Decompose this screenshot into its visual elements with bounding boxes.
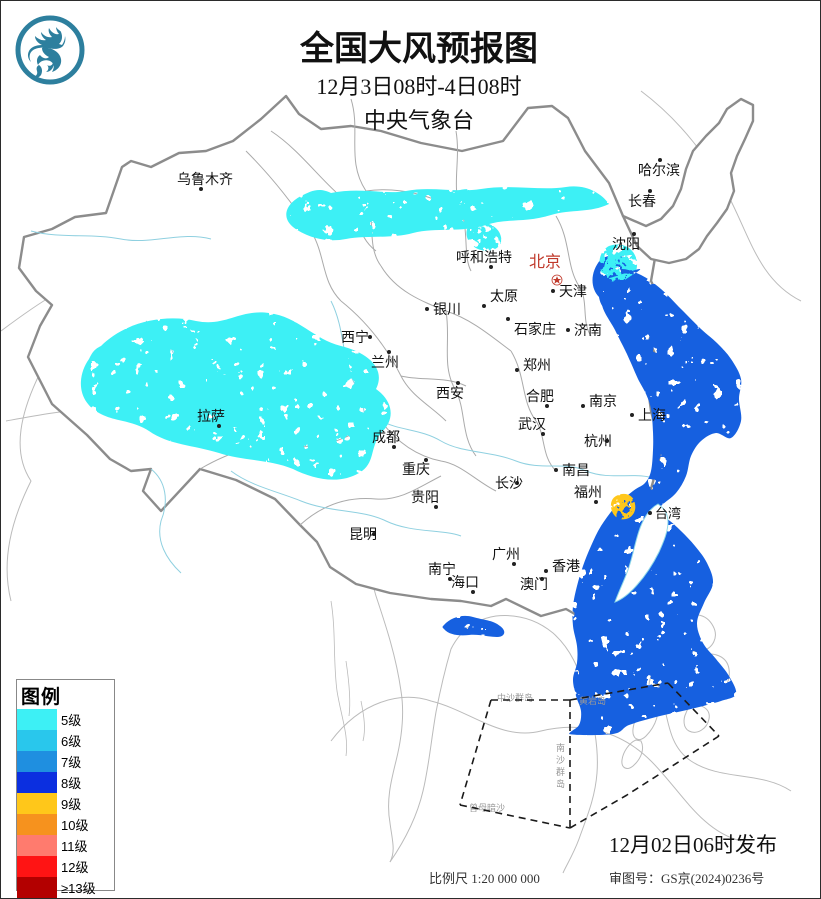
svg-text:沙: 沙 (556, 755, 565, 765)
svg-text:成都: 成都 (372, 429, 400, 445)
svg-text:兰州: 兰州 (371, 354, 399, 370)
svg-text:乌鲁木齐: 乌鲁木齐 (177, 171, 233, 187)
svg-text:南京: 南京 (589, 393, 617, 409)
svg-text:天津: 天津 (559, 283, 587, 299)
svg-text:岛: 岛 (556, 778, 565, 789)
svg-text:广州: 广州 (492, 546, 520, 562)
svg-text:杭州: 杭州 (584, 433, 612, 449)
svg-text:合肥: 合肥 (526, 388, 554, 404)
svg-text:福州: 福州 (574, 484, 602, 500)
svg-text:中沙群岛: 中沙群岛 (497, 692, 533, 703)
svg-text:西宁: 西宁 (341, 329, 369, 345)
svg-text:长春: 长春 (628, 193, 656, 209)
svg-text:南: 南 (556, 742, 565, 753)
svg-text:上海: 上海 (638, 407, 666, 423)
svg-text:太原: 太原 (490, 288, 518, 304)
svg-text:石家庄: 石家庄 (514, 321, 556, 337)
svg-text:北京: 北京 (529, 253, 561, 271)
svg-text:台湾: 台湾 (655, 506, 681, 521)
svg-text:海口: 海口 (451, 574, 479, 590)
svg-text:西安: 西安 (436, 385, 464, 401)
svg-text:贵阳: 贵阳 (411, 489, 439, 505)
svg-text:武汉: 武汉 (518, 416, 546, 432)
svg-text:群: 群 (556, 766, 565, 777)
svg-text:黄岩岛: 黄岩岛 (579, 695, 606, 706)
svg-text:昆明: 昆明 (349, 526, 377, 542)
svg-text:银川: 银川 (433, 301, 461, 317)
svg-text:哈尔滨: 哈尔滨 (638, 162, 680, 178)
svg-text:香港: 香港 (552, 558, 580, 574)
svg-text:呼和浩特: 呼和浩特 (456, 249, 512, 265)
svg-text:南昌: 南昌 (562, 462, 590, 478)
svg-text:澳门: 澳门 (520, 576, 548, 592)
svg-text:济南: 济南 (574, 322, 602, 338)
svg-text:重庆: 重庆 (402, 461, 430, 477)
svg-text:郑州: 郑州 (523, 357, 551, 373)
svg-text:沈阳: 沈阳 (612, 236, 640, 252)
svg-text:拉萨: 拉萨 (197, 408, 225, 424)
svg-text:长沙: 长沙 (495, 475, 523, 491)
